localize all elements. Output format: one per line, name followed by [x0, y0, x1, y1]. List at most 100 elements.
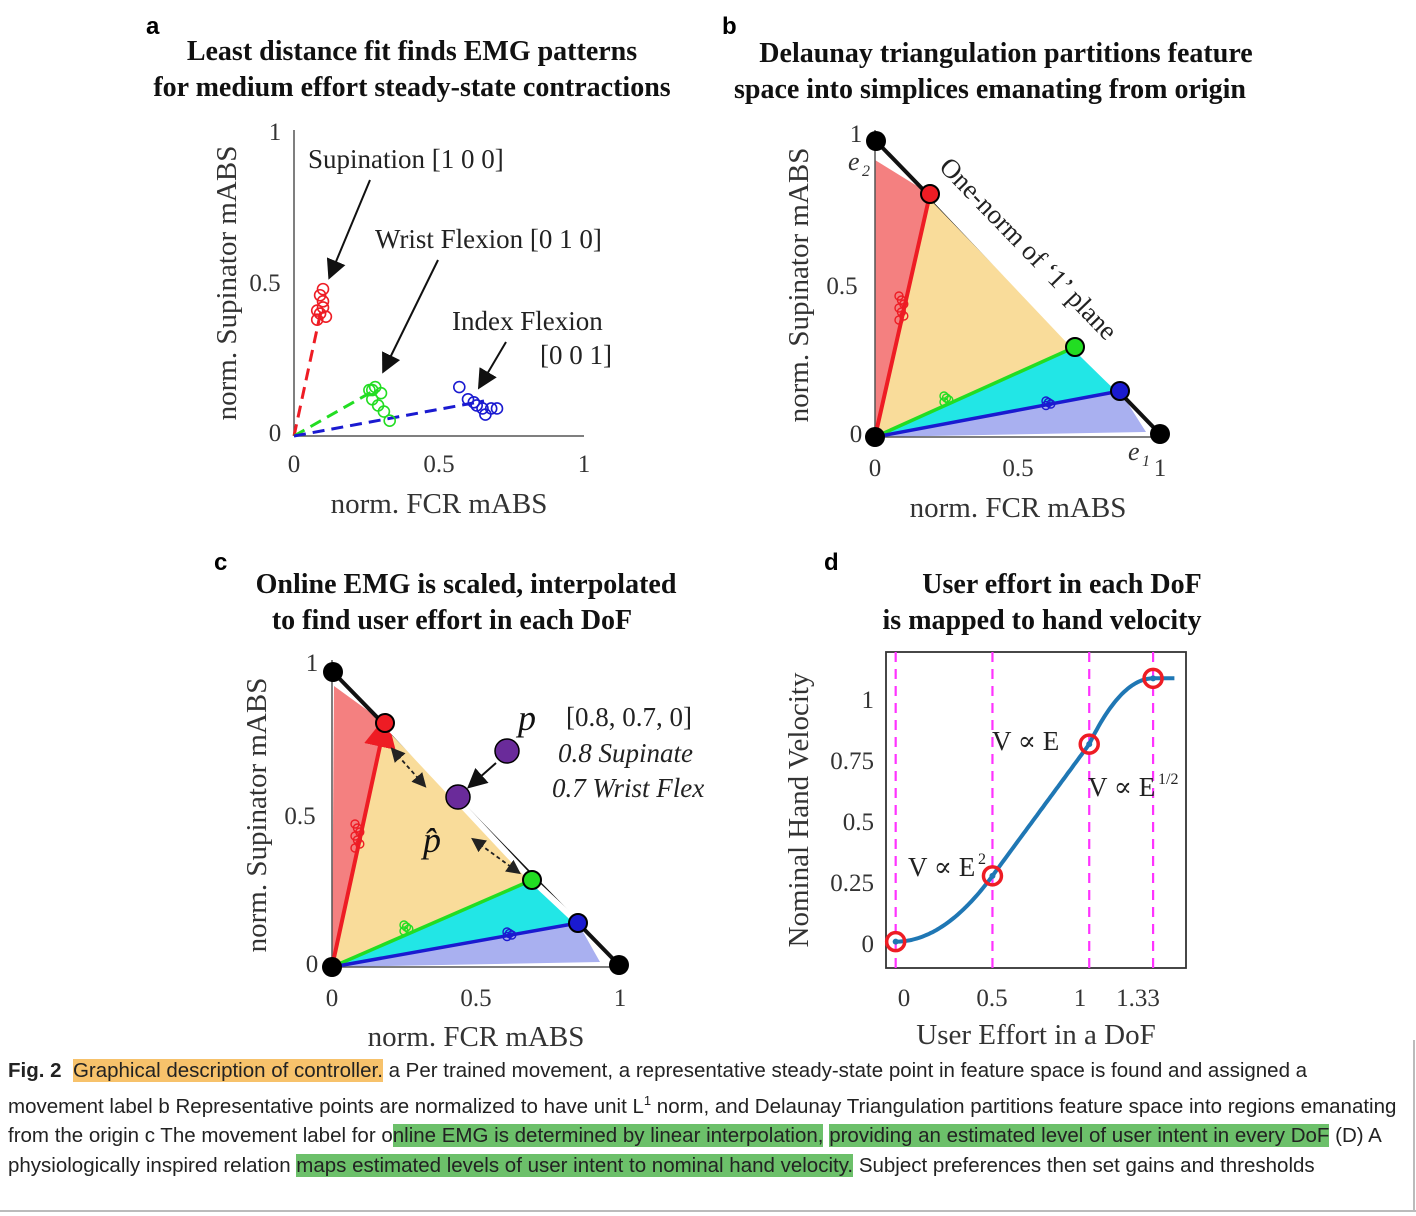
panel-c-title-line1: Online EMG is scaled, interpolated	[256, 569, 677, 600]
simplex-edge-2	[1072, 344, 1123, 394]
index-flexion-point	[452, 380, 466, 394]
panel-d-xtick-2: 1	[1074, 985, 1087, 1012]
c-supinate-annotation: 0.8 Supinate	[558, 738, 693, 768]
wrist-flexion-point	[365, 383, 379, 397]
c-index-flexion-cluster-point	[502, 931, 512, 942]
c-index-flexion-vector	[331, 921, 579, 969]
threshold-marker	[981, 865, 1004, 887]
wrist-flexion-cluster-point	[939, 397, 949, 407]
panel-d-axes-box	[885, 651, 1187, 969]
panel-b-ytick-2: 1	[850, 121, 863, 148]
panel-c-ytick-2: 1	[306, 650, 319, 677]
caption-text-4: (D) A physiologically inspired relation	[8, 1124, 1381, 1177]
c-wrist-index-region	[332, 880, 578, 967]
supination-annotation: Supination [1 0 0]	[308, 144, 504, 174]
panel-c-xtick-1: 0.5	[460, 985, 491, 1012]
caption-fig-label: Fig. 2	[8, 1059, 62, 1082]
p-hat-label: p̂	[420, 820, 441, 860]
index-flexion-cluster-point	[1041, 400, 1051, 411]
c-supination-vertex	[375, 713, 395, 733]
supination-cluster-point	[894, 315, 904, 325]
wrist-flexion-arrow	[382, 259, 439, 374]
p-label: p	[515, 698, 536, 738]
supination-point	[313, 288, 327, 302]
e1-vertex	[1150, 424, 1170, 444]
index-flexion-point	[484, 402, 498, 415]
index-flexion-point	[490, 402, 504, 415]
panel-d-xlabel: User Effort in a DoF	[916, 1019, 1155, 1050]
panel-b-xtick-2: 1	[1154, 455, 1167, 482]
index-flexion-arrow	[477, 341, 507, 390]
origin-vertex	[865, 427, 885, 447]
panel-a-xtick-0: 0	[288, 451, 301, 478]
panel-d-ytick-0: 0	[862, 931, 875, 958]
caption-highlight-1: nline EMG is determined by linear interp…	[392, 1124, 824, 1148]
index-flexion-vector	[874, 389, 1121, 439]
supination-point	[310, 304, 324, 317]
interp-arrow-supination	[390, 747, 427, 788]
panel-d-plot	[884, 652, 1175, 968]
panel-d-ytick-3: 0.75	[830, 748, 874, 775]
interp-arrow-wrist	[471, 837, 521, 875]
panel-b-ytick-0: 0	[850, 421, 863, 448]
threshold-marker	[1142, 667, 1164, 690]
index-flexion-annotation-line2: [0 0 1]	[540, 340, 612, 370]
panel-a-xtick-1: 0.5	[423, 451, 454, 478]
point-p	[494, 738, 520, 764]
panel-c-xlabel: norm. FCR mABS	[368, 1021, 585, 1050]
threshold-marker	[1078, 733, 1100, 755]
panel-c-xtick-0: 0	[326, 985, 339, 1012]
supination-point	[310, 313, 324, 327]
panel-c-ytick-0: 0	[306, 951, 319, 978]
panel-a-title-line1: Least distance fit finds EMG patterns	[187, 36, 637, 67]
panel-a-xlabel: norm. FCR mABS	[331, 488, 548, 520]
panel-b-ytick-1: 0.5	[826, 273, 857, 300]
c-simplex-edge-2	[529, 877, 581, 926]
panel-d-xtick-3: 1.33	[1116, 985, 1160, 1012]
panel-c-ylabel: norm. Supinator mABS	[241, 678, 273, 953]
c-wrist-flexion-cluster-point	[399, 926, 409, 936]
panel-d-xtick-1: 0.5	[976, 985, 1007, 1012]
wrist-flexion-cluster-point	[944, 395, 954, 405]
panel-a-xtick-2: 1	[578, 451, 591, 478]
c-origin-vertex	[322, 957, 342, 977]
caption-text-5: Subject preferences then set gains and t…	[853, 1153, 1315, 1177]
wrist-flexion-point	[377, 405, 391, 418]
caption-text-2: norm, and Delaunay Triangulation partiti…	[8, 1094, 1397, 1148]
caption-highlight-3: maps estimated levels of user intent to …	[296, 1153, 854, 1177]
e2-label: e	[848, 147, 860, 176]
wrist-flexion-vertex	[1065, 337, 1085, 357]
panel-b-clusters	[894, 291, 1056, 411]
v-esqrt-annotation: V ∝ E	[1088, 772, 1155, 802]
index-flexion-point	[467, 396, 481, 409]
c-index-flexion-vertex	[568, 913, 588, 933]
panel-a-ytick-0: 0	[269, 420, 282, 447]
wrist-flexion-point	[374, 386, 388, 400]
projection-arrow	[467, 762, 497, 789]
point-p-hat	[445, 784, 471, 810]
supination-point	[316, 282, 330, 296]
c-index-flexion-cluster-point	[507, 930, 517, 940]
c-supination-wrist-region	[332, 723, 532, 967]
figure-caption: Fig. 2 Graphical description of controll…	[8, 1056, 1408, 1180]
panel-d-xtick-0: 0	[898, 985, 911, 1012]
e1-label: e	[1128, 437, 1140, 466]
panel-b-letter: b	[722, 13, 737, 40]
supination-point	[319, 310, 333, 323]
caption-bottom-border	[0, 1210, 1416, 1212]
c-wrist-flexion-cluster-point	[404, 924, 414, 934]
c-e1-vertex	[609, 955, 629, 975]
figure-panels: a Least distance fit finds EMG patterns …	[146, 13, 1253, 1053]
c-vector-annotation: [0.8, 0.7, 0]	[566, 702, 692, 732]
panel-a-title-line2: for medium effort steady-state contracti…	[153, 72, 670, 103]
index-flexion-cluster-point	[1046, 399, 1056, 409]
panel-b-ylabel: norm. Supinator mABS	[783, 148, 815, 423]
v-e-annotation: V ∝ E	[992, 726, 1059, 756]
e1-subscript: 1	[1142, 453, 1150, 470]
e2-vertex	[866, 131, 886, 151]
panel-b: b Delaunay triangulation partitions feat…	[722, 13, 1253, 524]
simplex-edge-1	[927, 191, 1078, 350]
index-flexion-fit-line	[293, 399, 485, 438]
panel-a-letter: a	[146, 13, 160, 40]
